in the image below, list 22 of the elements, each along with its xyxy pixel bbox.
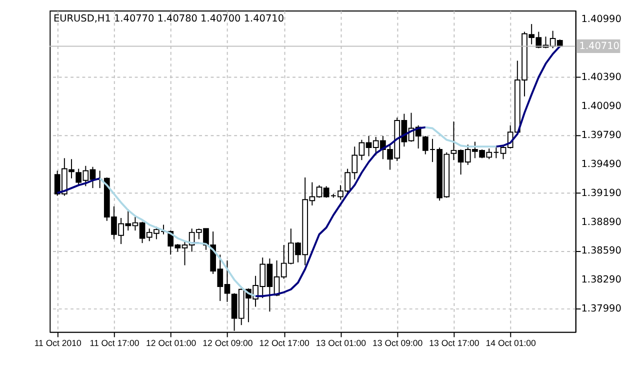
x-tick-label: 12 Oct 01:00 (146, 338, 196, 348)
x-tick-label: 13 Oct 17:00 (429, 338, 480, 348)
y-tick-label: 1.39490 (581, 158, 622, 170)
y-tick-label: 1.40090 (581, 100, 622, 112)
x-tick-label: 12 Oct 17:00 (259, 338, 310, 348)
y-tick-label: 1.40390 (581, 72, 622, 84)
x-tick-label: 14 Oct 01:00 (486, 338, 536, 348)
x-tick-label: 13 Oct 09:00 (372, 338, 423, 348)
y-tick-label: 1.39790 (581, 130, 622, 141)
y-tick-label: 1.40990 (581, 14, 622, 26)
x-tick-label: 13 Oct 01:00 (316, 338, 366, 348)
x-tick-label: 11 Oct 2010 (34, 338, 82, 348)
y-tick-label: 1.37990 (581, 304, 622, 315)
y-tick-label: 1.38890 (581, 216, 622, 228)
y-tick-label: 1.38290 (581, 274, 622, 286)
y-tick-label: 1.39190 (581, 188, 622, 199)
chart-title: EURUSD,H1 1.40770 1.40780 1.40700 1.40710 (54, 13, 284, 24)
y-tick-label: 1.38590 (581, 246, 622, 257)
x-tick-label: 11 Oct 17:00 (90, 338, 140, 348)
candlestick (493, 147, 500, 159)
ref-line-label: 1.40710 (579, 41, 620, 52)
x-tick-label: 12 Oct 09:00 (202, 338, 253, 348)
